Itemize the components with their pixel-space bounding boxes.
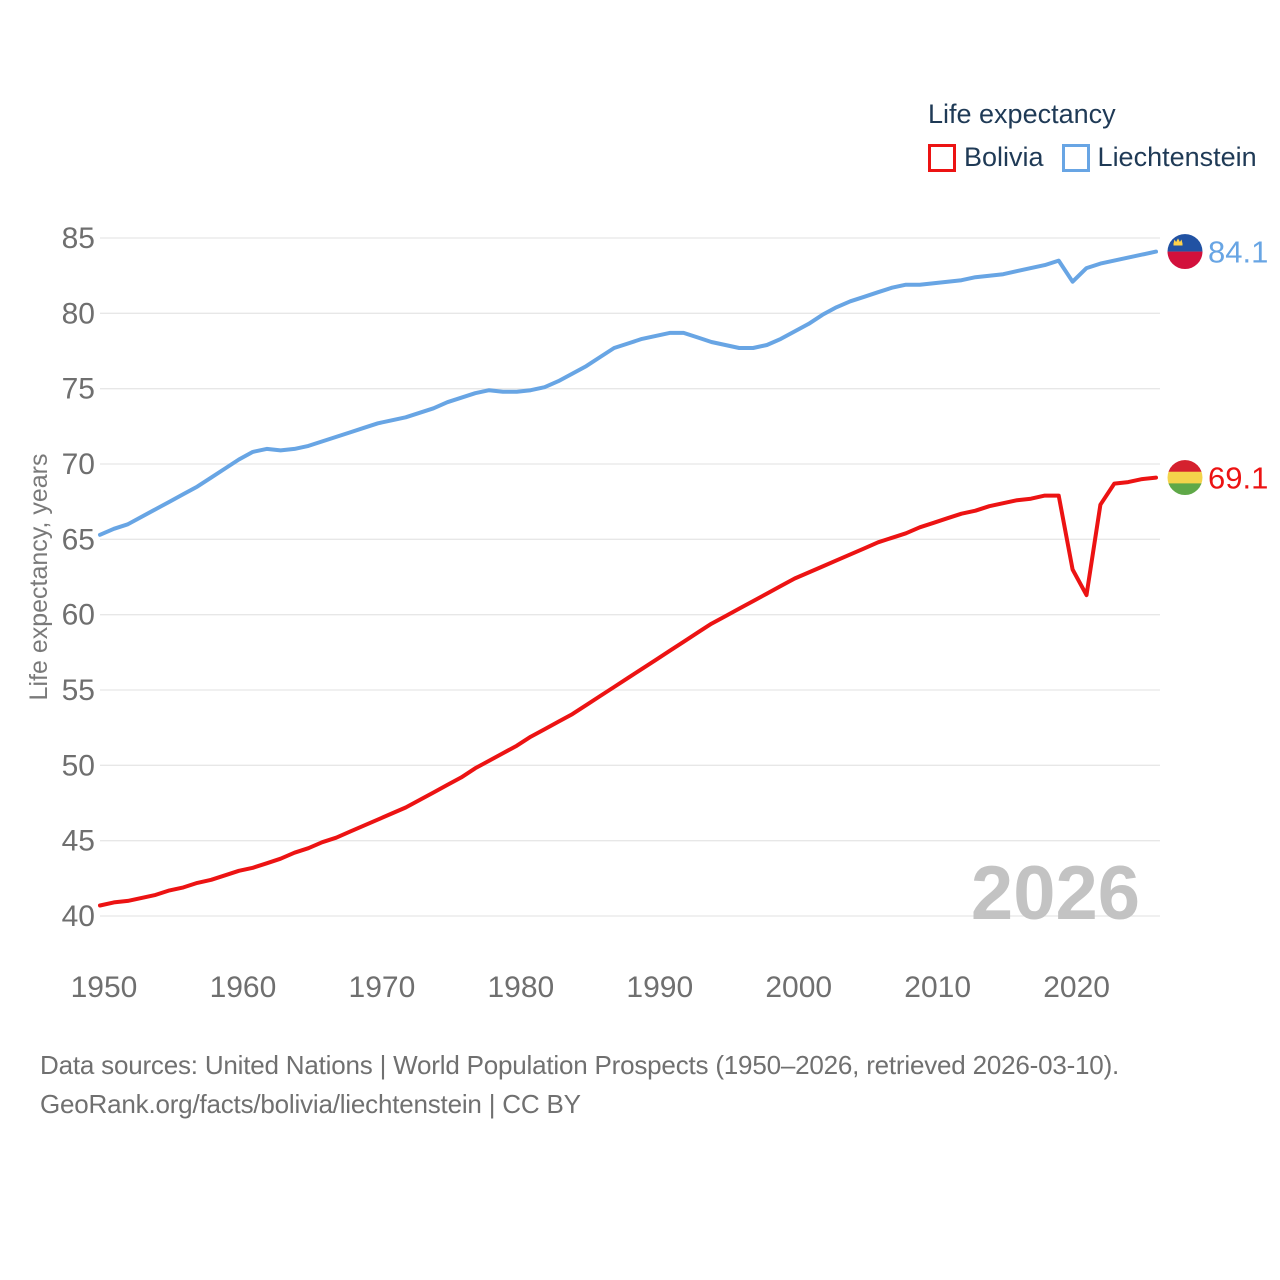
liechtenstein-flag-icon bbox=[1167, 234, 1203, 270]
data-source-note: Data sources: United Nations | World Pop… bbox=[40, 1046, 1119, 1124]
data-source-line2: GeoRank.org/facts/bolivia/liechtenstein … bbox=[40, 1089, 581, 1119]
watermark-year: 2026 bbox=[971, 851, 1140, 936]
y-tick-label: 60 bbox=[62, 599, 95, 632]
liechtenstein-line bbox=[98, 249, 1158, 537]
x-tick-label: 1980 bbox=[487, 971, 554, 1004]
crown-icon bbox=[1173, 238, 1183, 246]
bolivia-line bbox=[98, 475, 1158, 908]
y-tick-label: 65 bbox=[62, 523, 95, 556]
legend-title: Life expectancy bbox=[928, 99, 1116, 129]
y-tick-label: 70 bbox=[62, 448, 95, 481]
y-tick-label: 55 bbox=[62, 674, 95, 707]
y-tick-label: 85 bbox=[62, 222, 95, 255]
x-tick-label: 2010 bbox=[904, 971, 971, 1004]
bolivia-end-value: 69.1 bbox=[1208, 461, 1268, 496]
bolivia-flag-icon bbox=[1167, 460, 1203, 496]
chart-svg: 85 80 75 70 65 60 55 50 45 40 1950 1960 1970 1980 1990… bbox=[25, 222, 1268, 1004]
liechtenstein-swatch-icon bbox=[1061, 143, 1090, 172]
legend-item-bolivia: Bolivia bbox=[928, 142, 1044, 173]
x-tick-label: 2020 bbox=[1043, 971, 1110, 1004]
legend-label-bolivia: Bolivia bbox=[964, 142, 1044, 172]
legend-row: Bolivia Liechtenstein bbox=[928, 142, 1257, 173]
y-tick-label: 75 bbox=[62, 373, 95, 406]
legend-item-liechtenstein: Liechtenstein bbox=[1061, 142, 1257, 173]
x-tick-label: 1950 bbox=[71, 971, 138, 1004]
y-tick-label: 50 bbox=[62, 749, 95, 782]
y-axis-title: Life expectancy, years bbox=[25, 454, 53, 701]
y-tick-label: 45 bbox=[62, 825, 95, 858]
x-tick-label: 1990 bbox=[626, 971, 693, 1004]
data-source-line1: Data sources: United Nations | World Pop… bbox=[40, 1050, 1120, 1080]
liechtenstein-end-value: 84.1 bbox=[1208, 235, 1268, 270]
x-tick-label: 1960 bbox=[210, 971, 277, 1004]
chart-legend: Life expectancy Bolivia Liechtenstein bbox=[928, 99, 1257, 173]
y-tick-label: 40 bbox=[62, 900, 95, 933]
legend-label-liechtenstein: Liechtenstein bbox=[1097, 142, 1257, 172]
y-tick-label: 80 bbox=[62, 297, 95, 330]
x-tick-label: 2000 bbox=[765, 971, 832, 1004]
x-tick-label: 1970 bbox=[349, 971, 416, 1004]
bolivia-swatch-icon bbox=[928, 143, 956, 172]
